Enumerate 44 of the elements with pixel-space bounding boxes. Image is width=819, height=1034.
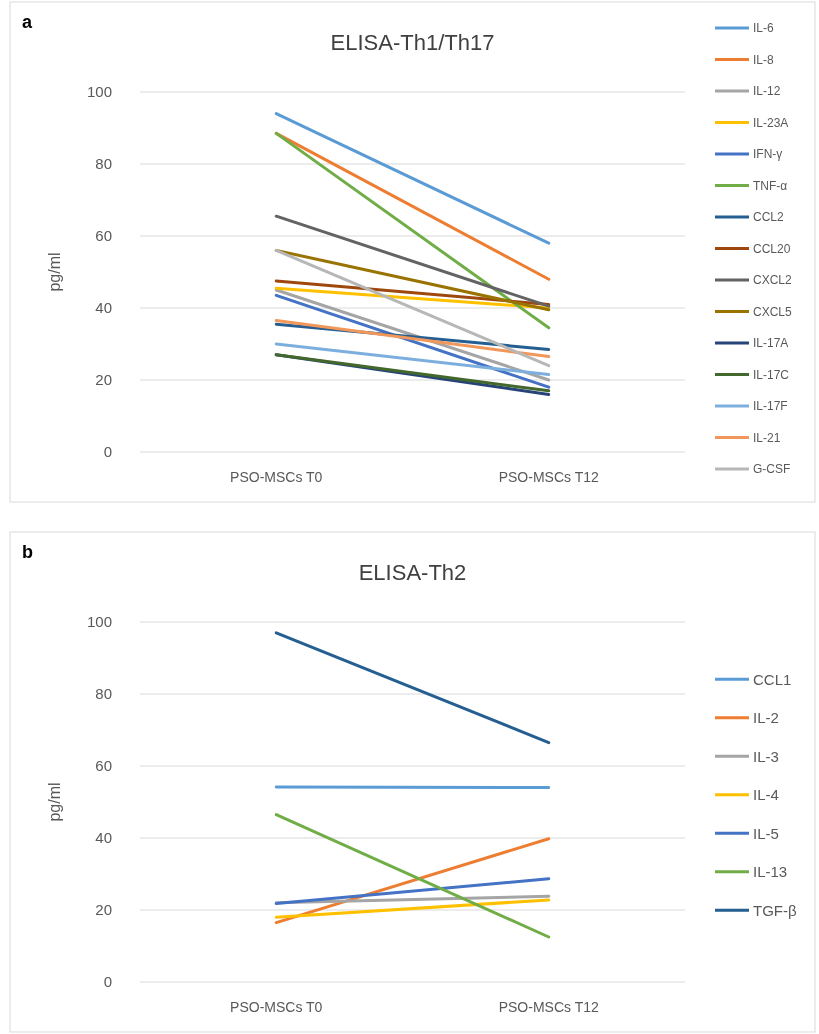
y-tick-label: 60 (95, 227, 112, 245)
y-tick-label: 60 (95, 757, 112, 775)
chart-title: ELISA-Th2 (358, 560, 467, 585)
legend-label: IL-23A (753, 115, 789, 130)
legend-label: CXCL2 (753, 273, 793, 288)
legend-label: G-CSF (753, 462, 791, 477)
y-axis-title: pg/ml (46, 252, 63, 292)
y-tick-label: 0 (103, 443, 112, 461)
legend-label: IL-12 (753, 84, 781, 99)
legend-label: CCL20 (753, 241, 791, 256)
x-tick-label: PSO-MSCs T12 (498, 999, 600, 1015)
legend-label: IL-6 (753, 21, 774, 36)
legend-label: CXCL5 (753, 304, 793, 319)
legend-label: IL-17F (753, 399, 788, 414)
y-tick-label: 100 (86, 613, 112, 631)
legend-label: CCL2 (753, 210, 785, 225)
legend-label: IL-13 (753, 863, 788, 880)
legend-label: IL-3 (753, 747, 779, 765)
y-tick-label: 40 (95, 299, 112, 317)
x-tick-label: PSO-MSCs T12 (498, 469, 600, 485)
y-tick-label: 100 (86, 83, 112, 101)
text: a (22, 12, 33, 32)
legend-label: IL-4 (753, 786, 779, 803)
chart-title: ELISA-Th1/Th17 (330, 30, 495, 55)
y-axis-title: pg/ml (46, 782, 63, 822)
legend-label: TGF-β (753, 901, 797, 919)
y-tick-label: 0 (103, 973, 112, 991)
x-tick-label: PSO-MSCs T0 (230, 469, 323, 485)
y-tick-label: 20 (95, 901, 112, 919)
y-tick-label: 20 (95, 371, 112, 389)
legend-label: IL-8 (753, 52, 774, 67)
legend-label: IL-21 (753, 430, 781, 445)
text: b (22, 542, 33, 562)
legend-label: IL-17A (753, 336, 789, 351)
y-tick-label: 80 (95, 685, 112, 703)
legend-label: IL-17C (753, 367, 790, 382)
legend-label: IFN-γ (753, 147, 783, 162)
legend-label: IL-2 (753, 709, 779, 726)
legend-label: TNF-α (753, 178, 788, 193)
legend-label: CCL1 (753, 670, 792, 688)
x-tick-label: PSO-MSCs T0 (230, 999, 323, 1015)
y-tick-label: 40 (95, 829, 112, 847)
y-tick-label: 80 (95, 155, 112, 173)
legend-label: IL-5 (753, 824, 779, 842)
